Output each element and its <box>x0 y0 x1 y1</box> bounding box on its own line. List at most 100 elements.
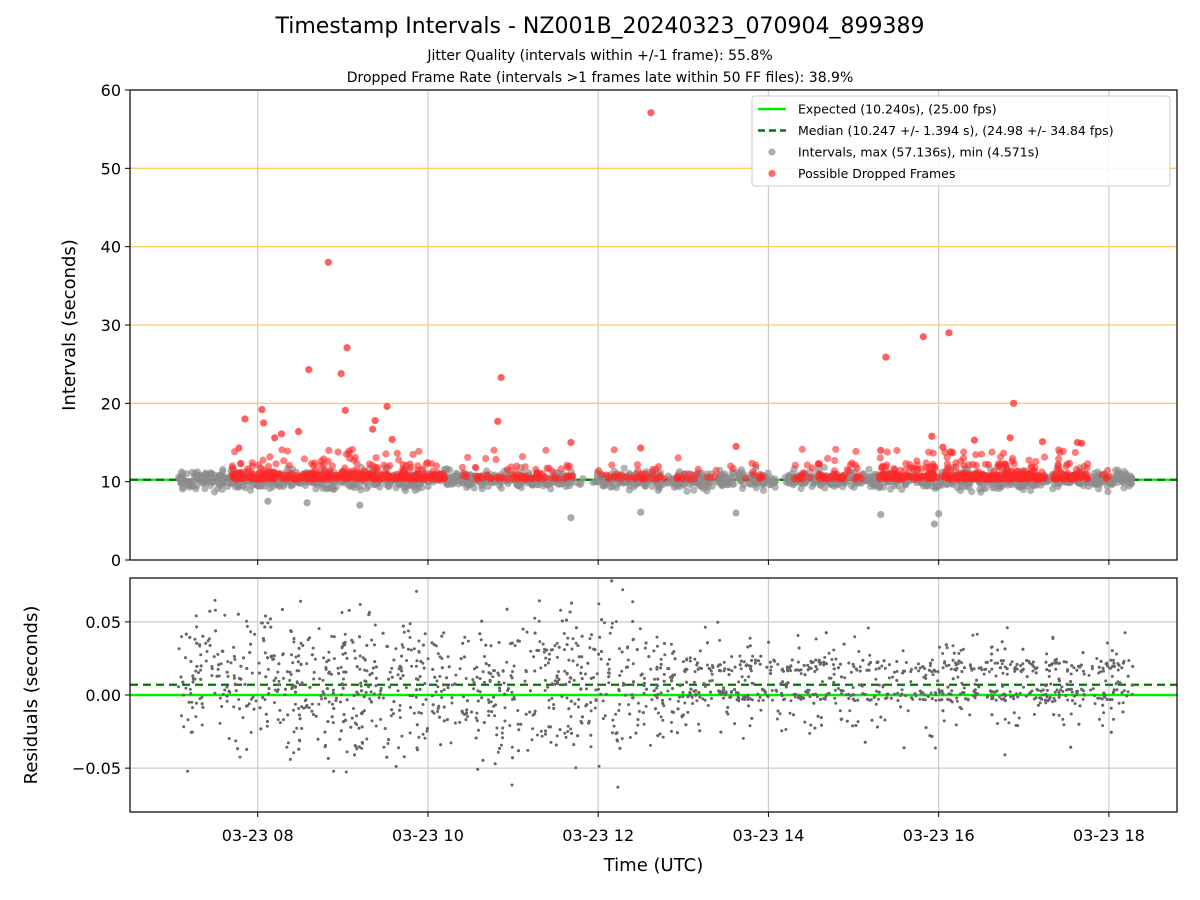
residual-point <box>528 710 532 714</box>
residual-point <box>419 660 423 663</box>
residual-point <box>307 706 311 710</box>
residual-point <box>281 652 285 656</box>
residual-point <box>1032 712 1036 716</box>
residual-point <box>340 693 343 697</box>
residual-point <box>595 672 599 676</box>
residual-point <box>883 718 887 722</box>
residual-point <box>277 662 281 666</box>
residual-point <box>668 697 672 701</box>
residual-point <box>374 665 378 669</box>
residual-point <box>372 692 376 696</box>
residual-point <box>1045 688 1049 692</box>
residual-point <box>1054 659 1058 663</box>
residual-point <box>896 699 900 702</box>
dropped-frame-point <box>259 456 267 464</box>
residual-point <box>493 714 497 718</box>
residual-point <box>319 694 323 698</box>
residual-point <box>688 659 692 663</box>
dropped-frame-point <box>277 430 286 438</box>
residual-point <box>415 723 419 727</box>
dropped-frame-point <box>294 427 303 436</box>
residual-point <box>751 654 755 658</box>
residual-point <box>962 686 966 690</box>
dropped-frame-point <box>409 450 417 458</box>
residual-point <box>815 695 819 699</box>
residual-point <box>893 692 896 696</box>
residual-point <box>678 695 681 699</box>
residual-point <box>899 705 903 709</box>
residual-point <box>737 680 741 684</box>
residual-point <box>1130 692 1134 696</box>
residual-point <box>374 676 378 680</box>
dropped-frame-point <box>404 472 412 480</box>
residual-point <box>212 655 216 659</box>
residual-point <box>856 720 860 724</box>
interval-point <box>732 509 740 517</box>
dropped-frame-point <box>305 366 313 374</box>
residual-point <box>589 709 593 713</box>
residual-point <box>1030 662 1034 666</box>
residual-point <box>1104 679 1108 683</box>
residual-point <box>232 655 236 658</box>
residual-point <box>693 670 697 674</box>
residual-point <box>195 625 199 629</box>
residual-point <box>296 660 300 664</box>
residual-point <box>659 691 663 695</box>
residual-point <box>440 666 444 670</box>
residual-point <box>874 702 878 706</box>
residual-point <box>567 707 571 711</box>
residual-point <box>547 652 551 656</box>
dropped-frame-point <box>901 466 909 474</box>
residual-point <box>344 770 348 774</box>
residual-point <box>401 645 405 649</box>
residual-point <box>574 626 578 630</box>
residual-point <box>480 619 484 623</box>
dropped-frame-point <box>266 453 274 461</box>
residual-point <box>216 652 220 656</box>
residual-point <box>466 639 470 643</box>
dropped-frame-point <box>919 333 927 341</box>
residual-point <box>994 674 998 678</box>
residual-point <box>956 675 960 679</box>
residual-point <box>1071 699 1074 702</box>
residual-plot-points <box>177 579 1135 789</box>
residual-point <box>257 671 261 675</box>
dropped-frame-point <box>806 473 814 481</box>
residual-point <box>1090 664 1094 668</box>
residual-point <box>1057 690 1061 694</box>
residual-point <box>445 676 448 680</box>
dropped-frame-point <box>1009 399 1018 407</box>
residual-point <box>486 698 490 702</box>
residual-point <box>738 654 742 658</box>
residual-point <box>249 697 253 701</box>
residual-point <box>557 645 561 649</box>
residual-point <box>817 658 821 662</box>
residual-point <box>842 642 846 646</box>
residual-point <box>1057 713 1061 717</box>
residual-point <box>656 711 660 715</box>
residual-point <box>1003 698 1007 702</box>
dropped-frame-point <box>913 457 921 465</box>
residual-point <box>941 666 945 670</box>
residual-point <box>579 720 583 723</box>
residual-point <box>922 675 926 679</box>
residual-point <box>610 579 614 583</box>
residual-point <box>330 715 334 719</box>
residual-point <box>538 640 542 644</box>
residual-point <box>655 635 659 639</box>
residual-point <box>968 713 972 717</box>
residual-point <box>1001 671 1005 675</box>
dropped-frame-point <box>435 470 444 478</box>
residual-point <box>1082 693 1086 696</box>
residual-point <box>501 726 505 730</box>
residual-point <box>839 689 843 692</box>
dropped-frame-point <box>542 446 550 454</box>
residual-point <box>453 721 457 725</box>
residual-point <box>335 696 338 700</box>
dropped-frame-point <box>271 434 279 442</box>
residual-point <box>266 667 270 671</box>
residual-point <box>960 661 964 665</box>
residual-point <box>476 699 480 703</box>
interval-point <box>1054 483 1062 491</box>
residual-point <box>223 613 227 617</box>
